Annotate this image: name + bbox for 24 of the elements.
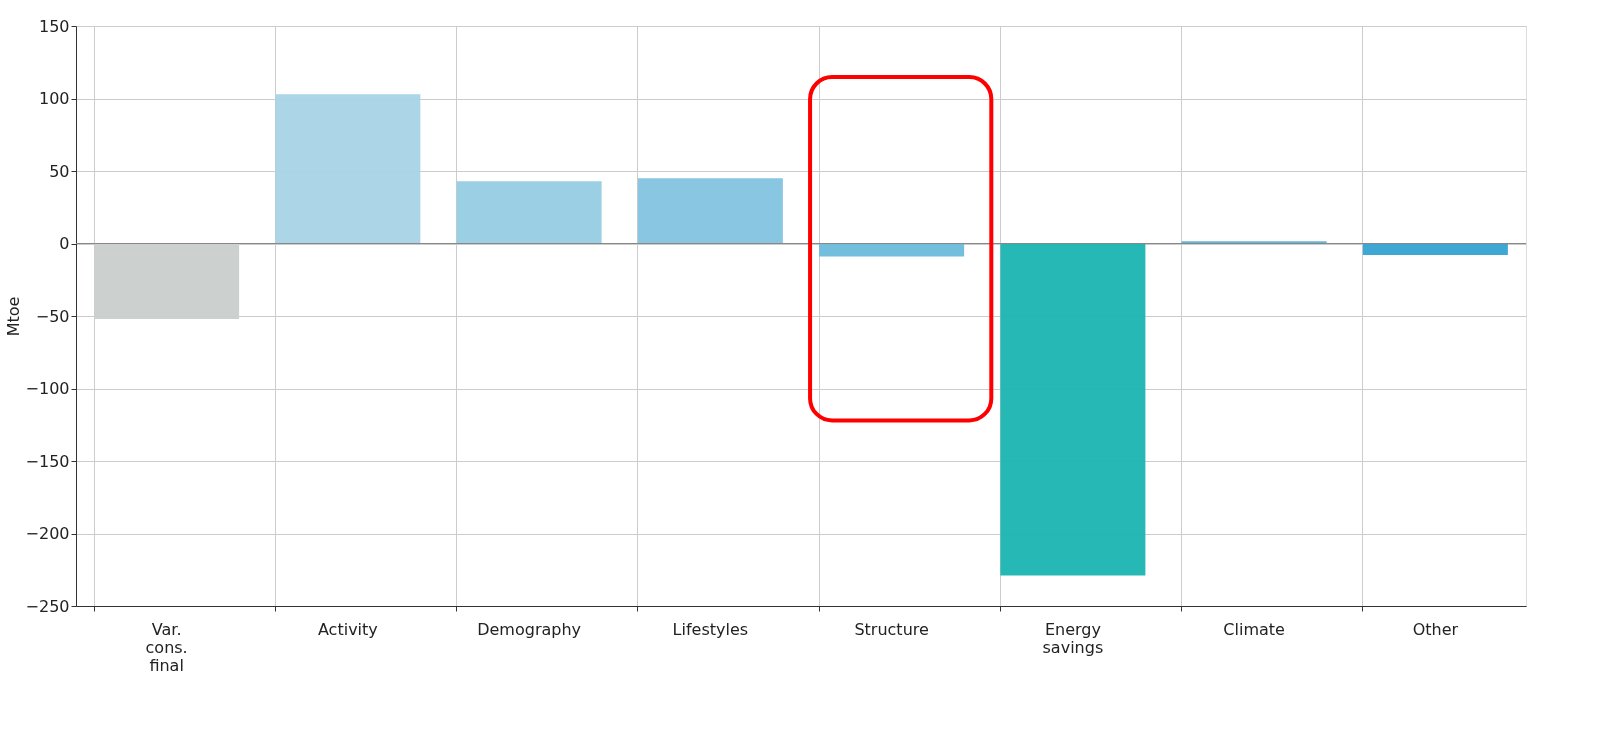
y-tick-label: −250 bbox=[25, 596, 70, 616]
bar bbox=[637, 178, 783, 244]
y-tick-label: 150 bbox=[38, 16, 70, 36]
x-tick-label: Demography bbox=[477, 619, 582, 639]
bar bbox=[1362, 243, 1508, 256]
y-tick-label: −100 bbox=[25, 379, 70, 398]
x-tick-label: Climate bbox=[1223, 619, 1285, 639]
x-tick-label: Energy savings bbox=[1042, 619, 1104, 657]
y-tick-label: −200 bbox=[25, 524, 70, 543]
y-tick-label: 50 bbox=[49, 161, 70, 181]
y-tick-label: −50 bbox=[35, 306, 70, 326]
bar bbox=[456, 181, 602, 244]
x-tick-label: Activity bbox=[317, 619, 378, 639]
y-tick-label: 100 bbox=[38, 89, 70, 108]
bar bbox=[275, 94, 421, 244]
x-tick-label: Structure bbox=[854, 619, 929, 639]
x-tick-label: Lifestyles bbox=[672, 619, 749, 639]
y-tick-label: −150 bbox=[25, 451, 70, 471]
x-tick-label: Other bbox=[1412, 619, 1459, 639]
x-tick-label: Var. cons. final bbox=[145, 619, 188, 675]
bar bbox=[1000, 243, 1146, 576]
y-axis-title: Mtoe bbox=[3, 296, 23, 337]
y-tick-label: 0 bbox=[59, 234, 70, 253]
bar bbox=[819, 243, 965, 257]
